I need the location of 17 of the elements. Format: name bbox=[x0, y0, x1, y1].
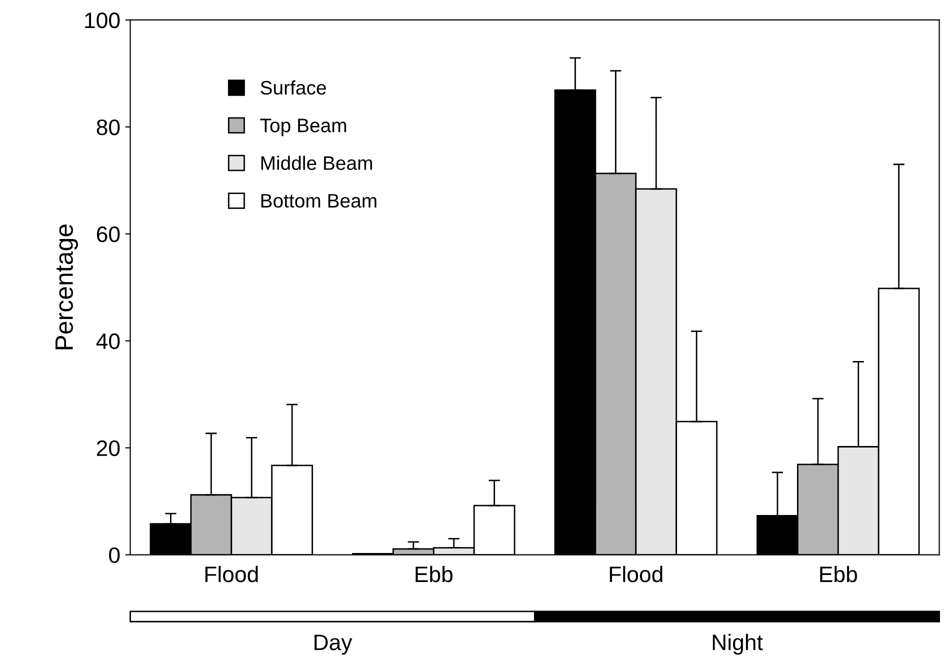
legend-label: Top Beam bbox=[260, 118, 346, 136]
y-tick-label: 0 bbox=[109, 547, 120, 564]
y-tick-label: 60 bbox=[96, 226, 120, 242]
legend-label: Middle Beam bbox=[261, 156, 372, 170]
text: Day bbox=[314, 634, 352, 655]
y-tick-label: 40 bbox=[96, 333, 120, 350]
x-tick-label: Flood bbox=[610, 566, 662, 582]
y-tick-label: 80 bbox=[96, 119, 120, 136]
y-tick-label: 100 bbox=[85, 12, 120, 28]
x-tick-label: Ebb bbox=[416, 566, 452, 582]
text: Night bbox=[712, 634, 763, 655]
legend-label: Surface bbox=[260, 80, 326, 95]
x-tick-label: Flood bbox=[205, 566, 258, 582]
x-tick-label: Ebb bbox=[820, 566, 857, 582]
legend-label: Bottom Beam bbox=[261, 194, 376, 208]
y-tick-label: 20 bbox=[96, 440, 120, 456]
y-axis-title: Percentage bbox=[56, 224, 78, 350]
